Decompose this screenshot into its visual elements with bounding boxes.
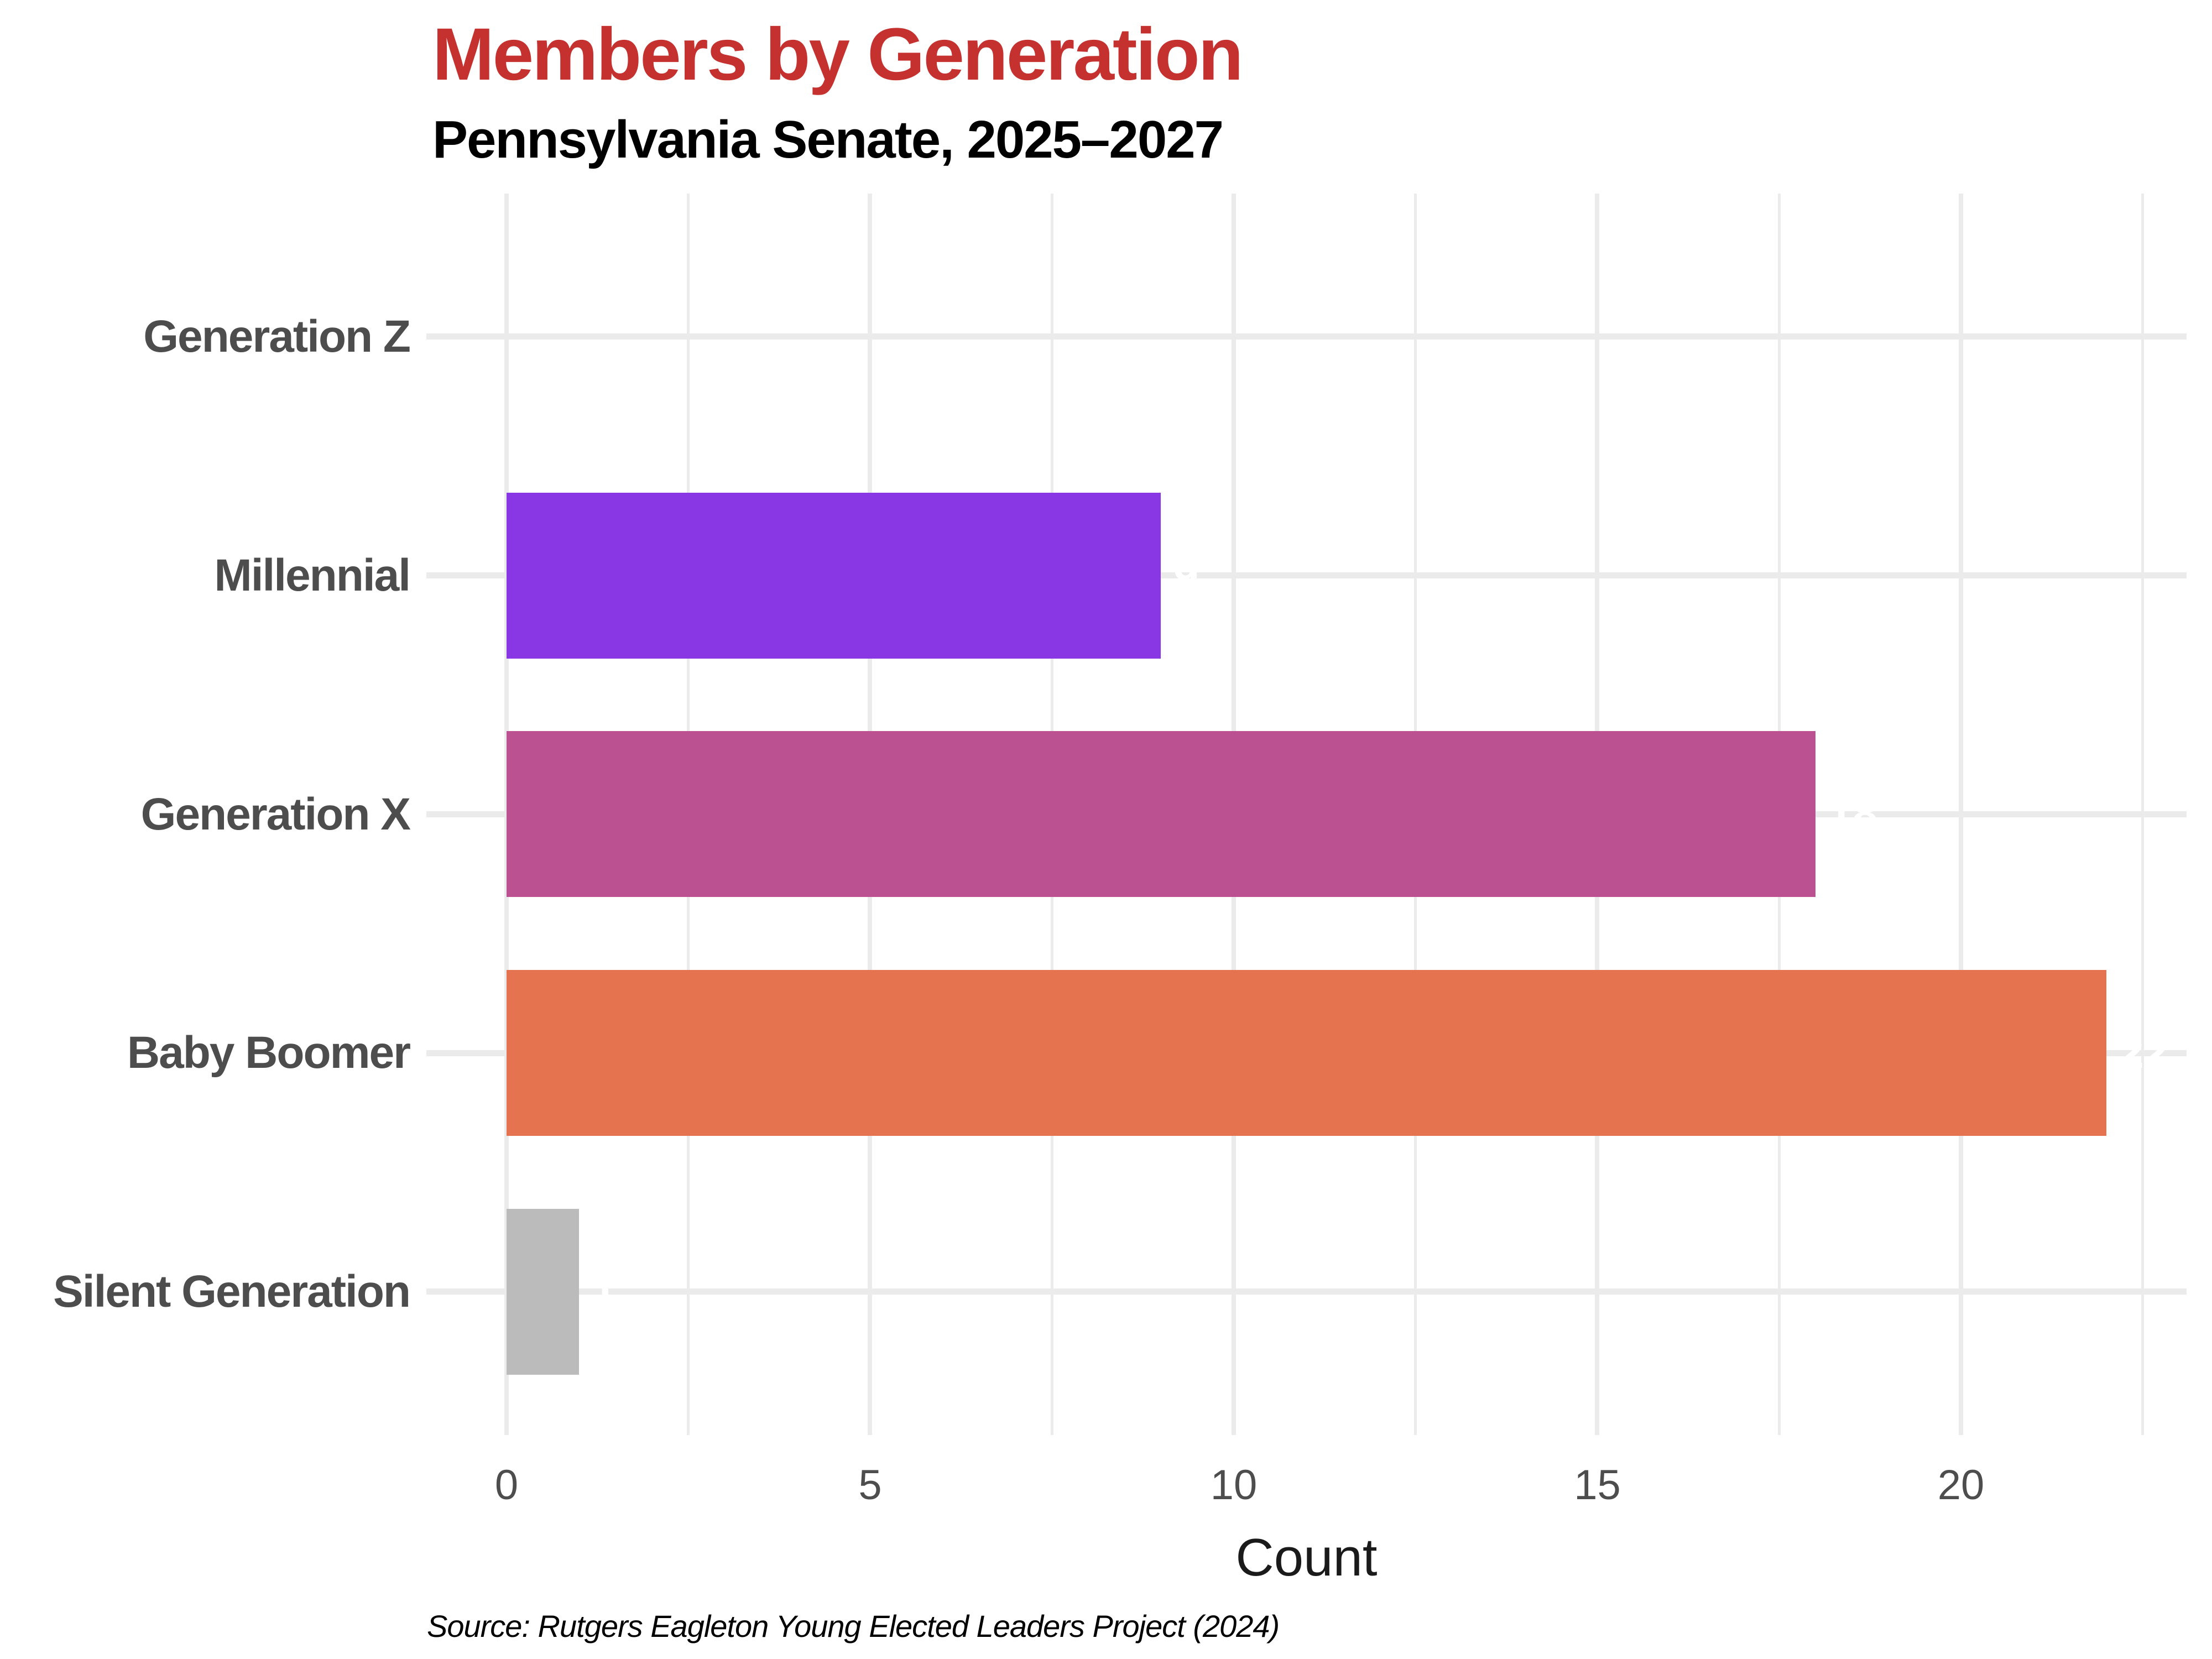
bar-millennial [506,492,1161,659]
chart-subtitle: Pennsylvania Senate, 2025–2027 [432,110,1224,169]
x-axis-tick-label-10: 10 [1210,1462,1258,1509]
horizontal-gridline [426,1288,2187,1295]
y-axis-label-baby-boomer: Baby Boomer [127,1027,411,1078]
plot-panel: 9 18 22 1 [426,193,2187,1436]
chart-title: Members by Generation [432,13,1244,96]
horizontal-gridline [426,572,2187,579]
y-axis-label-generation-z: Generation Z [143,311,411,362]
bar-value-label-generation-x: 18 [1827,789,1877,839]
bar-generation-x [506,731,1815,898]
x-axis-title: Count [1235,1528,1378,1587]
y-axis-label-millennial: Millennial [214,550,411,601]
y-axis-label-silent-generation: Silent Generation [53,1266,411,1317]
bar-baby-boomer [506,970,2106,1136]
horizontal-gridline [426,333,2187,340]
y-axis-label-generation-x: Generation X [140,789,411,839]
x-axis-tick-label-5: 5 [858,1462,882,1509]
bar-value-label-baby-boomer: 22 [2118,1027,2168,1078]
source-caption: Source: Rutgers Eagleton Young Elected L… [427,1609,1280,1644]
bar-silent-generation [506,1208,580,1375]
bar-value-label-silent-generation: 1 [591,1266,617,1317]
x-axis-tick-label-20: 20 [1937,1462,1985,1509]
x-axis-tick-label-15: 15 [1574,1462,1621,1509]
bar-value-label-millennial: 9 [1173,550,1198,601]
x-axis-tick-label-0: 0 [494,1462,519,1509]
